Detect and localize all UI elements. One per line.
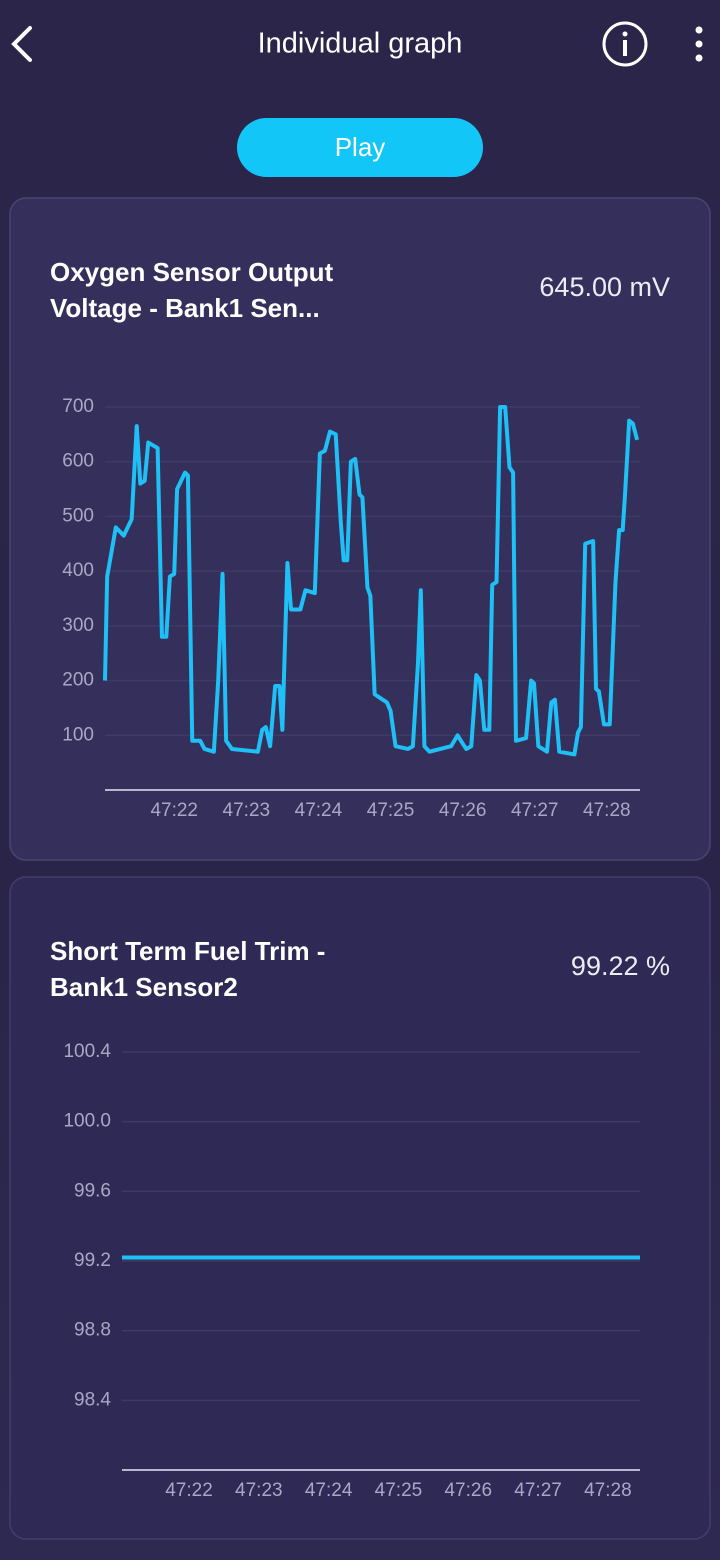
x-tick-label: 47:23 [223, 800, 271, 821]
y-tick-label: 100.0 [63, 1111, 111, 1132]
info-stem [623, 40, 627, 56]
menu-dot [695, 26, 703, 34]
x-tick-label: 47:26 [439, 800, 487, 821]
y-tick-label: 500 [62, 505, 94, 526]
x-tick-label: 47:24 [305, 1480, 353, 1501]
current-value: 99.22 % [570, 951, 670, 981]
back-button[interactable] [11, 26, 32, 62]
play-label: Play [335, 132, 386, 162]
info-circle [602, 21, 648, 67]
y-tick-label: 99.6 [74, 1180, 111, 1201]
y-tick-label: 200 [62, 670, 94, 691]
y-tick-label: 700 [62, 396, 94, 417]
info-button[interactable] [602, 21, 648, 67]
y-tick-label: 600 [62, 451, 94, 472]
chart-title: Oxygen Sensor Output Voltage - Bank1 Sen… [50, 257, 334, 323]
y-tick-label: 400 [62, 560, 94, 581]
y-tick-label: 99.2 [74, 1250, 111, 1271]
y-tick-label: 98.4 [74, 1389, 111, 1410]
y-tick-label: 100.4 [63, 1041, 111, 1062]
menu-button[interactable] [695, 26, 703, 62]
x-tick-label: 47:26 [444, 1480, 492, 1501]
x-tick-label: 47:28 [584, 1480, 632, 1501]
x-tick-label: 47:28 [583, 800, 631, 821]
current-value: 645.00 mV [539, 272, 670, 302]
x-tick-label: 47:27 [511, 800, 559, 821]
chart-title: Short Term Fuel Trim - Bank1 Sensor2 [50, 936, 326, 1002]
x-tick-label: 47:22 [150, 800, 198, 821]
y-tick-label: 300 [62, 615, 94, 636]
x-tick-label: 47:27 [514, 1480, 562, 1501]
info-dot [622, 31, 628, 37]
x-tick-label: 47:25 [367, 800, 415, 821]
x-tick-label: 47:25 [375, 1480, 423, 1501]
x-tick-label: 47:23 [235, 1480, 283, 1501]
menu-dot [695, 54, 703, 62]
card [9, 876, 711, 1540]
x-tick-label: 47:22 [165, 1480, 213, 1501]
x-tick-label: 47:24 [295, 800, 343, 821]
data-line [103, 405, 640, 757]
page-title: Individual graph [258, 28, 463, 60]
y-tick-label: 100 [62, 724, 94, 745]
play-button[interactable] [237, 118, 483, 177]
menu-dot [695, 40, 703, 48]
y-tick-label: 98.8 [74, 1320, 111, 1341]
